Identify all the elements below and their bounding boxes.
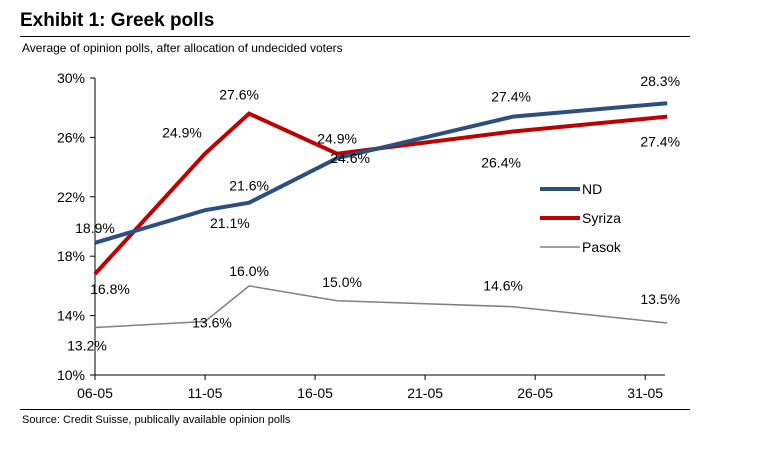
title-rule <box>20 36 690 37</box>
data-label-syriza: 24.9% <box>317 131 357 147</box>
page-title: Exhibit 1: Greek polls <box>20 10 215 31</box>
series-lines <box>93 101 668 329</box>
x-tick-label: 06-05 <box>77 385 113 401</box>
legend-label-nd: ND <box>582 181 602 197</box>
y-tick-label: 22% <box>57 189 85 205</box>
data-label-pasok: 13.6% <box>192 315 232 331</box>
y-tick-label: 18% <box>57 248 85 264</box>
series-line-pasok <box>94 285 668 329</box>
x-tick-label: 16-05 <box>297 385 333 401</box>
data-label-syriza: 24.9% <box>162 125 202 141</box>
data-label-nd: 18.9% <box>75 220 115 236</box>
x-tick-label: 26-05 <box>517 385 553 401</box>
footer-rule <box>20 409 690 410</box>
data-label-syriza: 16.8% <box>90 281 130 297</box>
y-tick-label: 26% <box>57 129 85 145</box>
data-label-syriza: 27.4% <box>640 134 680 150</box>
x-tick-label: 21-05 <box>407 385 443 401</box>
data-label-pasok: 13.2% <box>67 338 107 354</box>
data-label-pasok: 14.6% <box>483 278 523 294</box>
legend: ND Syriza Pasok <box>540 181 622 255</box>
y-tick-label: 10% <box>57 367 85 383</box>
data-label-nd: 28.3% <box>640 73 680 89</box>
data-label-nd: 21.6% <box>229 178 269 194</box>
axes: 10% 14% 18% 22% 26% 30% 06-05 11-05 16-05 21-05 26… <box>57 70 665 401</box>
data-label-pasok: 15.0% <box>322 274 362 290</box>
data-label-syriza: 26.4% <box>481 155 521 171</box>
legend-label-pasok: Pasok <box>582 239 622 255</box>
series-line-syriza <box>93 111 668 276</box>
data-label-syriza: 27.6% <box>219 87 259 103</box>
y-tick-label: 30% <box>57 70 85 86</box>
data-label-nd: 24.6% <box>330 150 370 166</box>
data-label-nd: 21.1% <box>210 215 250 231</box>
chart-subtitle: Average of opinion polls, after allocati… <box>22 41 343 55</box>
legend-label-syriza: Syriza <box>582 210 621 226</box>
x-tick-label: 11-05 <box>188 385 223 401</box>
source-note: Source: Credit Suisse, publically availa… <box>22 414 291 426</box>
data-label-pasok: 16.0% <box>229 263 269 279</box>
series-line-nd <box>94 101 668 245</box>
data-label-nd: 27.4% <box>491 89 531 105</box>
data-label-pasok: 13.5% <box>640 291 680 307</box>
y-tick-label: 14% <box>57 308 85 324</box>
data-labels: 18.9% 21.1% 21.6% 24.6% 27.4% 28.3% 16.8% 24.9%… <box>67 73 680 353</box>
x-tick-label: 31-05 <box>627 385 663 401</box>
